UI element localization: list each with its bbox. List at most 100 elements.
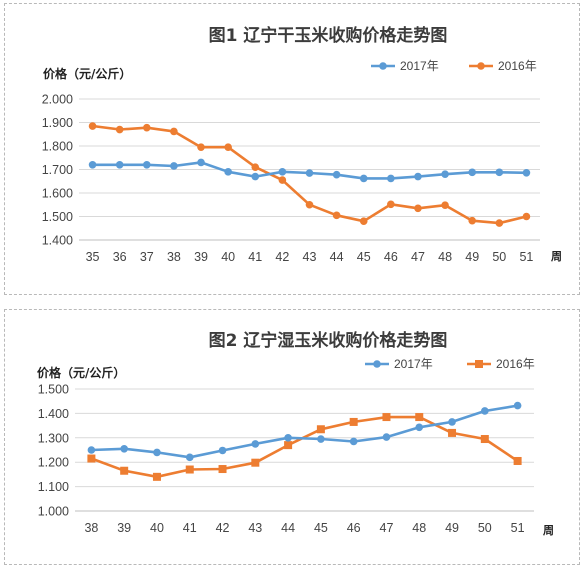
chart2-x-tick-label: 45 bbox=[314, 521, 328, 535]
chart2-legend: 2017年 2016年 bbox=[365, 357, 535, 371]
chart1-series-2017-point bbox=[468, 168, 477, 177]
chart2-series-2017-point bbox=[382, 433, 391, 441]
chart1-x-tick-label: 37 bbox=[140, 250, 154, 264]
chart2-x-tick-label: 41 bbox=[183, 521, 197, 535]
chart1-series-2016-point bbox=[522, 212, 531, 221]
chart2-series-2017-point bbox=[120, 444, 128, 453]
chart1-series-2017-point bbox=[251, 172, 260, 181]
chart1-series-2017-point bbox=[522, 168, 531, 177]
chart2-legend-2017-marker bbox=[373, 360, 381, 368]
chart1-y-tick-label: 1.700 bbox=[42, 163, 73, 177]
chart1-series-2017-point bbox=[170, 162, 178, 170]
chart-panel-2: 图2 辽宁湿玉米收购价格走势图 价格（元/公斤） 周 2017年 2016年 1… bbox=[4, 309, 580, 565]
chart2-series-2016-point bbox=[120, 466, 129, 475]
chart1-series-2017-point bbox=[142, 161, 151, 169]
chart2-x-tick-label: 39 bbox=[117, 521, 131, 535]
chart1-x-tick-label: 44 bbox=[330, 250, 344, 264]
chart2-series-2017-point bbox=[153, 448, 161, 457]
chart2-series-2016-point bbox=[185, 465, 194, 474]
chart1-legend-2017-marker bbox=[379, 62, 387, 70]
chart1-series-2017-point bbox=[115, 161, 124, 169]
chart2-title: 图2 辽宁湿玉米收购价格走势图 bbox=[209, 330, 448, 351]
chart2-series-2016-point bbox=[152, 472, 161, 481]
chart2-plot-area: 1.000 1.100 1.200 1.300 1.400 1.500 38 39 40 41 42… bbox=[38, 383, 534, 535]
chart1-series-2017-point bbox=[305, 169, 314, 177]
chart1-y-tick-label: 1.500 bbox=[42, 210, 73, 224]
chart1-series-2016-point bbox=[88, 122, 97, 130]
chart2-series-2016-point bbox=[448, 428, 457, 437]
chart1-legend-2017-label: 2017年 bbox=[400, 59, 439, 73]
chart2-y-tick-label: 1.200 bbox=[38, 456, 69, 470]
chart2-series-2017-point bbox=[87, 446, 96, 454]
chart2-series-2016-point bbox=[87, 454, 96, 463]
chart2-x-tick-label: 44 bbox=[281, 521, 295, 535]
chart2-x-tick-label: 48 bbox=[412, 521, 426, 535]
chart1-x-tick-label: 46 bbox=[384, 250, 398, 264]
chart2-series-2017-point bbox=[513, 401, 522, 410]
chart1-series-2016-point bbox=[468, 216, 477, 225]
chart2-series-2016-point bbox=[218, 465, 227, 474]
chart2-x-tick-label: 47 bbox=[380, 521, 394, 535]
chart1-y-tick-label: 2.000 bbox=[42, 93, 73, 107]
chart1-x-tick-label: 50 bbox=[492, 250, 506, 264]
chart1-series-2016-point bbox=[332, 211, 341, 220]
chart1-series-2017-point bbox=[332, 170, 341, 179]
chart1-y-tick-label: 1.600 bbox=[42, 187, 73, 201]
chart1-series-2017-point bbox=[495, 168, 504, 177]
chart1-series-2017-point bbox=[88, 161, 97, 169]
chart2-x-tick-label: 50 bbox=[478, 521, 492, 535]
chart2-legend-2016-marker bbox=[475, 360, 483, 368]
chart1-x-tick-label: 39 bbox=[194, 250, 208, 264]
chart1-x-tick-label: 45 bbox=[357, 250, 371, 264]
chart2-x-axis-label: 周 bbox=[543, 524, 554, 537]
chart1-legend-2016-label: 2016年 bbox=[498, 59, 537, 73]
chart2-series-2016-point bbox=[513, 456, 522, 465]
chart1-series-2017-point bbox=[387, 174, 395, 183]
chart2-series-2017-point bbox=[284, 434, 292, 442]
chart2-series-2016-point bbox=[480, 435, 489, 444]
chart2-y-tick-label: 1.100 bbox=[38, 480, 69, 494]
chart2-series-2017-point bbox=[218, 446, 227, 455]
chart2-x-tick-label: 51 bbox=[511, 521, 525, 535]
chart1-x-axis-label: 周 bbox=[551, 250, 562, 263]
chart1-x-tick-label: 43 bbox=[303, 250, 317, 264]
chart2-legend-2016-label: 2016年 bbox=[496, 357, 535, 371]
chart2-series-2016-line bbox=[90, 415, 519, 479]
chart1-svg: 图1 辽宁干玉米收购价格走势图 价格（元/公斤） 周 2017年 2016年 1… bbox=[42, 25, 562, 264]
chart1-legend: 2017年 2016年 bbox=[371, 59, 537, 73]
chart1-series-2016-point bbox=[251, 163, 260, 171]
chart1-series-2016-point bbox=[305, 200, 314, 209]
chart2-y-tick-label: 1.300 bbox=[38, 431, 69, 445]
chart1-series-2017-point bbox=[441, 170, 449, 178]
chart1-series-2016-point bbox=[414, 204, 422, 213]
chart2-y-tick-label: 1.400 bbox=[38, 407, 69, 421]
chart1-series-2016-point bbox=[224, 143, 232, 151]
chart2-series-2016-point bbox=[382, 413, 391, 422]
chart2-series-2016-point bbox=[316, 425, 325, 434]
chart1-x-tick-label: 41 bbox=[248, 250, 262, 264]
chart2-y-axis-label: 价格（元/公斤） bbox=[37, 365, 125, 380]
chart1-series-2016-point bbox=[197, 143, 205, 151]
chart2-series-2016-point bbox=[284, 441, 293, 450]
chart2-x-tick-label: 49 bbox=[445, 521, 459, 535]
chart1-y-tick-label: 1.800 bbox=[42, 140, 73, 154]
chart1-series-2016-point bbox=[170, 127, 178, 136]
chart2-series-2017-point bbox=[251, 440, 260, 448]
chart1-x-tick-label: 40 bbox=[221, 250, 235, 264]
chart1-series-2016-point bbox=[115, 125, 124, 134]
chart2-y-tick-label: 1.500 bbox=[38, 383, 69, 397]
chart2-x-tick-label: 40 bbox=[150, 521, 164, 535]
chart2-x-tick-label: 38 bbox=[84, 521, 98, 535]
chart1-x-tick-label: 47 bbox=[411, 250, 425, 264]
chart-panel-1: 图1 辽宁干玉米收购价格走势图 价格（元/公斤） 周 2017年 2016年 1… bbox=[4, 3, 580, 295]
chart1-series-2017-point bbox=[414, 172, 422, 181]
chart2-series-2017-point bbox=[349, 437, 358, 446]
chart1-x-tick-label: 38 bbox=[167, 250, 181, 264]
chart2-series-2016-point bbox=[251, 458, 260, 467]
chart2-series-2017-point bbox=[448, 418, 456, 426]
chart1-y-tick-label: 1.900 bbox=[42, 116, 73, 130]
chart1-x-tick-label: 48 bbox=[438, 250, 452, 264]
chart1-y-tick-label: 1.400 bbox=[42, 234, 73, 248]
chart1-series-2017-point bbox=[278, 168, 287, 176]
chart2-x-tick-label: 42 bbox=[216, 521, 230, 535]
